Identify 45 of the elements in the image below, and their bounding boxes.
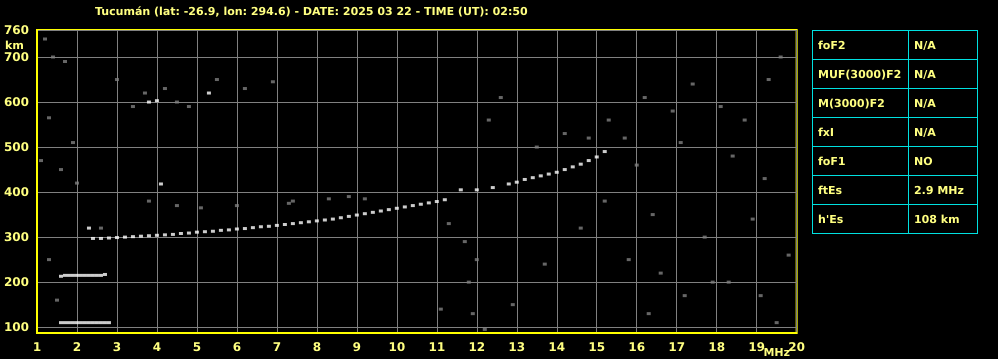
y-tick-label: 300	[4, 230, 29, 244]
text: N/A	[908, 88, 978, 118]
text: NO	[908, 146, 978, 176]
x-tick-label: 19	[748, 340, 766, 354]
text: M(3000)F2	[812, 88, 908, 118]
x-tick-label: 12	[468, 340, 486, 354]
text: foF1	[812, 146, 908, 176]
x-tick-label: 18	[708, 340, 726, 354]
text: h'Es	[812, 204, 908, 234]
x-tick-label: 4	[152, 340, 162, 354]
text: foF2	[812, 30, 908, 60]
chart-title: Tucumán (lat: -26.9, lon: 294.6) - DATE: 2025 03 22 - TIME (UT): 02:50	[95, 5, 528, 18]
x-tick-label: 17	[668, 340, 686, 354]
y-tick-label: 600	[4, 95, 29, 110]
x-tick-label: 3	[112, 340, 122, 354]
y-tick-label: 100	[4, 320, 29, 334]
x-tick-label: 2	[72, 340, 82, 354]
x-tick-label: 14	[548, 340, 566, 354]
y-tick-label: 760	[4, 23, 29, 37]
x-tick-label: 13	[508, 340, 526, 354]
y-tick-label: 200	[4, 275, 29, 290]
x-tick-label: 15	[588, 340, 606, 354]
x-tick-label: 10	[388, 340, 406, 354]
text: 2.9 MHz	[908, 176, 978, 204]
text: ftEs	[812, 176, 908, 204]
y-tick-label: 400	[4, 185, 29, 200]
y-tick-label: 500	[4, 140, 29, 154]
x-tick-label: 1	[32, 340, 42, 354]
text: MUF(3000)F2	[812, 60, 908, 88]
x-tick-label: 11	[428, 340, 446, 354]
y-axis-title: km	[5, 39, 24, 52]
x-axis-title: MHz	[763, 346, 790, 359]
y-tick-label: 700	[4, 50, 29, 64]
x-tick-label: 6	[232, 340, 242, 354]
x-tick-label: 16	[628, 340, 646, 354]
text: N/A	[908, 60, 978, 88]
x-tick-label: 7	[272, 340, 282, 354]
text: fxI	[812, 118, 908, 146]
text: N/A	[908, 30, 978, 60]
x-tick-label: 5	[192, 340, 202, 354]
x-tick-label: 9	[352, 340, 362, 354]
text: N/A	[908, 118, 978, 146]
text: 108 km	[908, 204, 978, 234]
x-tick-label: 20	[788, 340, 805, 354]
x-tick-label: 8	[312, 340, 322, 354]
